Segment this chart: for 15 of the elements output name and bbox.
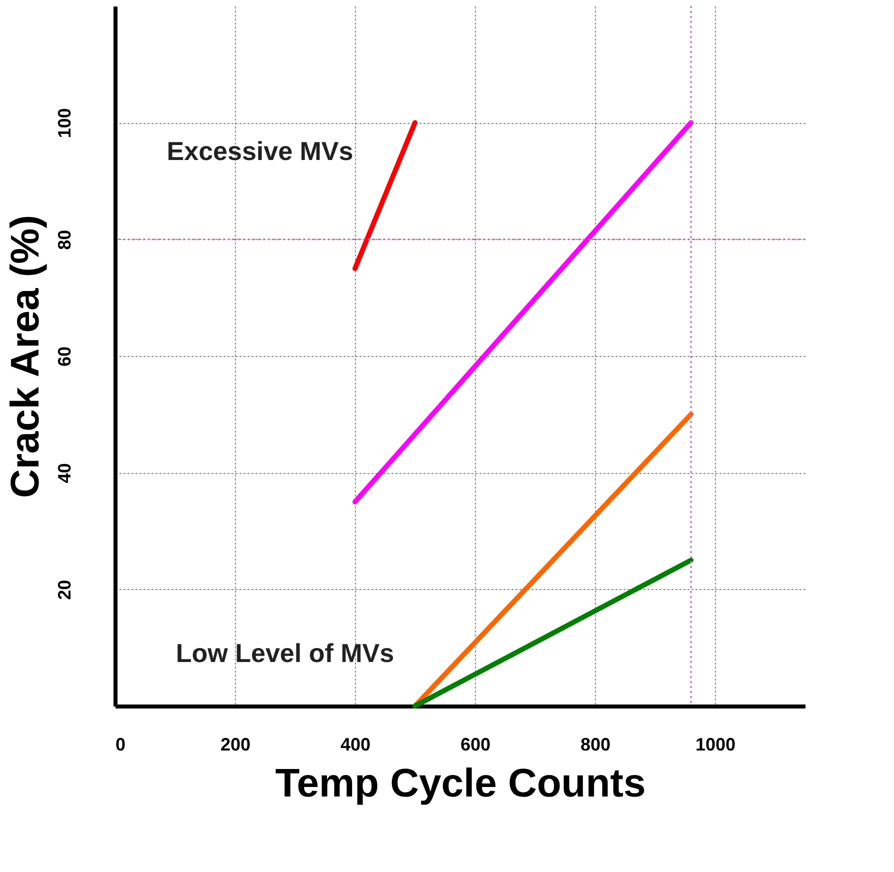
x-tick-label: 1000 [695, 734, 736, 754]
x-tick-label: 400 [340, 734, 371, 754]
x-tick-label: 0 [116, 734, 126, 754]
y-tick-label: 100 [54, 108, 74, 138]
annotation: Low Level of MVs [176, 638, 394, 668]
x-tick-label: 600 [460, 734, 491, 754]
x-tick-label: 200 [220, 734, 251, 754]
x-tick-label: 800 [580, 734, 611, 754]
y-axis-title: Crack Area (%) [4, 214, 48, 498]
y-tick-label: 20 [54, 580, 74, 600]
x-axis-title: Temp Cycle Counts [275, 762, 646, 806]
y-tick-label: 40 [54, 463, 74, 484]
y-tick-label: 60 [54, 346, 74, 367]
y-tick-label: 80 [54, 230, 74, 250]
annotation: Excessive MVs [166, 136, 354, 166]
